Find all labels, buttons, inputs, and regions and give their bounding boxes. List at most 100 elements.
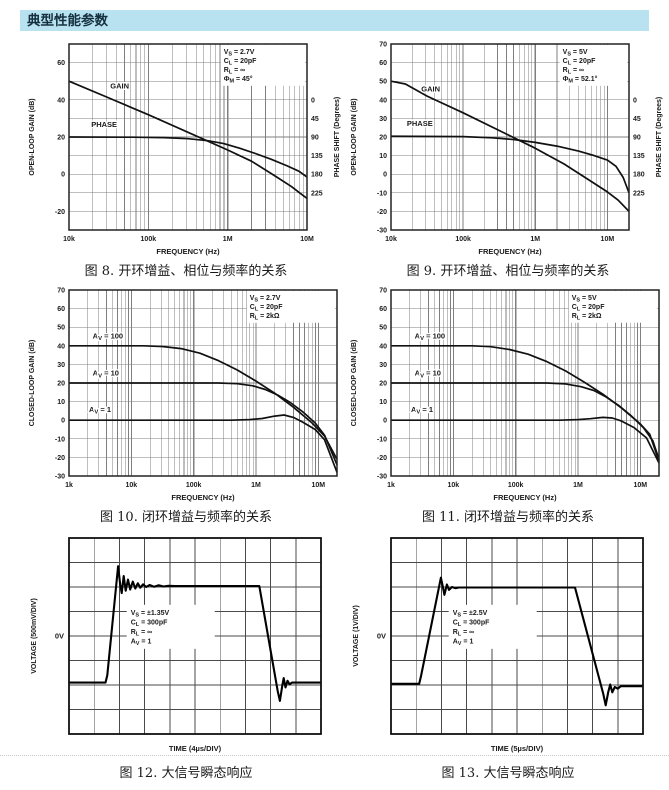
svg-text:AV = 10: AV = 10 bbox=[93, 369, 119, 380]
plot-border bbox=[390, 43, 630, 231]
svg-text:AV = 1: AV = 1 bbox=[131, 638, 152, 647]
svg-text:10M: 10M bbox=[311, 482, 325, 489]
figure-12-caption: 图 12. 大信号瞬态响应 bbox=[119, 766, 253, 781]
svg-text:135: 135 bbox=[633, 153, 645, 160]
svg-text:-30: -30 bbox=[377, 228, 387, 235]
svg-text:VS = 5V: VS = 5V bbox=[563, 49, 588, 58]
figure-10: VS = 2.7V CL = 20pF RL = 2kΩ AV = 100 AV = 1… bbox=[25, 282, 347, 525]
svg-text:FREQUENCY (Hz): FREQUENCY (Hz) bbox=[156, 247, 220, 256]
figure-11-caption: 图 11. 闭环增益与频率的关系 bbox=[422, 510, 594, 525]
svg-text:100k: 100k bbox=[455, 236, 471, 243]
svg-text:VS = ±1.35V: VS = ±1.35V bbox=[131, 610, 170, 619]
svg-text:CL = 300pF: CL = 300pF bbox=[131, 619, 168, 628]
axis-labels: 0V TIME (5µs/DIV) VOLTAGE (1V/DIV) bbox=[353, 605, 544, 753]
figure-8: VS = 2.7V CL = 20pF RL = ∞ ΦM = 45° GAIN PHAS… bbox=[25, 36, 347, 279]
svg-text:-20: -20 bbox=[377, 209, 387, 216]
svg-text:45: 45 bbox=[311, 116, 319, 123]
curve-labels: AV = 100 AV = 10 AV = 1 bbox=[409, 330, 446, 417]
curve-labels: AV = 100 AV = 10 AV = 1 bbox=[87, 330, 124, 417]
svg-text:1M: 1M bbox=[251, 482, 261, 489]
svg-text:180: 180 bbox=[311, 172, 323, 179]
svg-text:-30: -30 bbox=[55, 474, 65, 481]
svg-text:-20: -20 bbox=[55, 209, 65, 216]
svg-text:AV = 100: AV = 100 bbox=[415, 331, 445, 342]
svg-text:20: 20 bbox=[57, 381, 65, 388]
svg-text:100k: 100k bbox=[186, 482, 202, 489]
svg-text:0: 0 bbox=[383, 172, 387, 179]
svg-text:-20: -20 bbox=[377, 455, 387, 462]
axis-labels: 60 40 20 0 -20 10k 100k 1M 10M FREQUENCY (Hz) OPEN… bbox=[29, 60, 341, 256]
svg-text:40: 40 bbox=[57, 97, 65, 104]
svg-text:TIME (5µs/DIV): TIME (5µs/DIV) bbox=[491, 744, 544, 753]
svg-text:TIME (4µs/DIV): TIME (4µs/DIV) bbox=[169, 744, 222, 753]
curves bbox=[391, 344, 660, 464]
svg-text:RL = ∞: RL = ∞ bbox=[453, 629, 474, 638]
svg-text:RL = 2kΩ: RL = 2kΩ bbox=[572, 313, 602, 322]
curve-PHASE bbox=[68, 136, 308, 178]
svg-text:AV = 10: AV = 10 bbox=[415, 369, 441, 380]
svg-text:AV = 100: AV = 100 bbox=[93, 331, 123, 342]
svg-text:45: 45 bbox=[633, 116, 641, 123]
svg-text:ΦM = 45°: ΦM = 45° bbox=[224, 75, 253, 85]
curve-labels: GAIN PHASE bbox=[405, 83, 441, 129]
curves bbox=[390, 80, 630, 212]
svg-text:1k: 1k bbox=[65, 482, 73, 489]
svg-text:GAIN: GAIN bbox=[421, 84, 440, 93]
curve-PHASE bbox=[390, 135, 630, 194]
svg-text:10M: 10M bbox=[633, 482, 647, 489]
figure-8-caption: 图 8. 开环增益、相位与频率的关系 bbox=[84, 264, 288, 279]
curve-AV100 bbox=[69, 344, 338, 460]
svg-text:1M: 1M bbox=[573, 482, 583, 489]
curve-GAIN bbox=[68, 80, 308, 200]
svg-text:40: 40 bbox=[379, 97, 387, 104]
svg-text:PHASE SHIFT (Degrees): PHASE SHIFT (Degrees) bbox=[334, 97, 341, 178]
svg-text:10: 10 bbox=[379, 153, 387, 160]
svg-text:70: 70 bbox=[57, 288, 65, 295]
svg-text:70: 70 bbox=[379, 288, 387, 295]
svg-text:OPEN-LOOP GAIN (dB): OPEN-LOOP GAIN (dB) bbox=[351, 98, 358, 175]
svg-text:-20: -20 bbox=[55, 455, 65, 462]
svg-text:1M: 1M bbox=[223, 236, 233, 243]
gridlines bbox=[69, 538, 321, 734]
svg-text:PHASE: PHASE bbox=[91, 120, 117, 129]
svg-text:50: 50 bbox=[379, 325, 387, 332]
svg-text:70: 70 bbox=[379, 42, 387, 49]
curve-AV100 bbox=[391, 344, 660, 462]
figure-12: VS = ±1.35V CL = 300pF RL = ∞ AV = 1 0V TIME … bbox=[25, 532, 347, 781]
svg-text:10: 10 bbox=[379, 399, 387, 406]
figure-10-caption: 图 10. 闭环增益与频率的关系 bbox=[100, 510, 272, 525]
svg-text:RL = ∞: RL = ∞ bbox=[131, 629, 152, 638]
svg-text:0V: 0V bbox=[55, 632, 64, 641]
svg-text:10k: 10k bbox=[125, 482, 137, 489]
curve-AV10 bbox=[69, 382, 338, 466]
axis-labels: 0V TIME (4µs/DIV) VOLTAGE (500mV/DIV) bbox=[31, 598, 222, 753]
waveform-curve bbox=[391, 576, 643, 707]
svg-text:AV = 1: AV = 1 bbox=[411, 405, 433, 416]
svg-text:20: 20 bbox=[379, 135, 387, 142]
svg-text:30: 30 bbox=[379, 116, 387, 123]
plot-border bbox=[390, 537, 644, 735]
svg-text:-10: -10 bbox=[377, 436, 387, 443]
svg-text:CL = 20pF: CL = 20pF bbox=[224, 58, 257, 67]
svg-text:VOLTAGE (1V/DIV): VOLTAGE (1V/DIV) bbox=[353, 605, 360, 667]
curve-AV10 bbox=[391, 382, 660, 460]
figure-13-caption: 图 13. 大信号瞬态响应 bbox=[441, 766, 575, 781]
svg-text:OPEN-LOOP GAIN (dB): OPEN-LOOP GAIN (dB) bbox=[29, 98, 36, 175]
curve-labels: GAIN PHASE bbox=[90, 80, 131, 130]
svg-text:1M: 1M bbox=[530, 236, 540, 243]
svg-text:GAIN: GAIN bbox=[110, 82, 129, 91]
svg-text:CL = 20pF: CL = 20pF bbox=[572, 304, 605, 313]
gridlines bbox=[69, 44, 307, 230]
curve-AV1 bbox=[391, 416, 660, 464]
svg-text:10: 10 bbox=[57, 399, 65, 406]
svg-text:CL = 300pF: CL = 300pF bbox=[453, 619, 490, 628]
svg-text:RL = ∞: RL = ∞ bbox=[224, 67, 245, 76]
